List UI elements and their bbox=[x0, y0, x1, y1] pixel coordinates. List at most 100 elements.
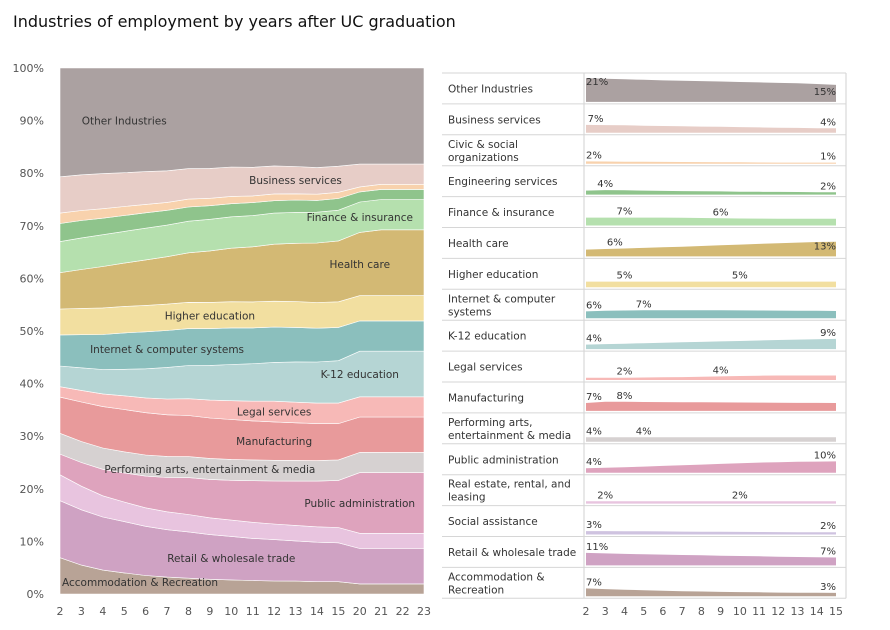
x-tick-label: 8 bbox=[698, 605, 705, 618]
mini-value-label: 4% bbox=[586, 457, 602, 468]
x-tick-label: 13 bbox=[289, 605, 303, 618]
mini-value-label: 15% bbox=[814, 87, 836, 98]
mini-value-label: 13% bbox=[814, 242, 836, 253]
band-label-finance-insurance: Finance & insurance bbox=[307, 212, 413, 224]
band-label-other-industries: Other Industries bbox=[82, 115, 167, 127]
row-label-civic-social-organizations: Civic & social bbox=[448, 139, 518, 151]
mini-area-k-12-education bbox=[586, 338, 836, 350]
mini-area-engineering-services bbox=[586, 190, 836, 195]
x-tick-label: 10 bbox=[224, 605, 238, 618]
x-tick-label: 23 bbox=[417, 605, 431, 618]
mini-value-label: 4% bbox=[713, 365, 729, 376]
area-band-other-industries bbox=[59, 67, 425, 178]
row-label-retail-wholesale-trade: Retail & wholesale trade bbox=[448, 547, 576, 559]
mini-value-label: 7% bbox=[586, 577, 602, 588]
row-label-public-administration: Public administration bbox=[448, 454, 559, 466]
row-label-real-estate-rental-and-leasing: Real estate, rental, and bbox=[448, 479, 571, 491]
x-tick-label: 4 bbox=[621, 605, 628, 618]
mini-value-label: 2% bbox=[820, 521, 836, 532]
mini-value-label: 2% bbox=[597, 490, 613, 501]
mini-value-label: 11% bbox=[586, 542, 608, 553]
x-tick-label: 20 bbox=[353, 605, 367, 618]
x-tick-label: 8 bbox=[185, 605, 192, 618]
x-tick-label: 4 bbox=[99, 605, 106, 618]
mini-area-real-estate-rental-and-leasing bbox=[586, 501, 836, 504]
mini-area-manufacturing bbox=[586, 401, 836, 411]
x-tick-label: 15 bbox=[331, 605, 345, 618]
row-label-performing-arts-entertainment-media: entertainment & media bbox=[448, 430, 571, 442]
y-tick-label: 30% bbox=[20, 430, 44, 443]
mini-value-label: 7% bbox=[588, 114, 604, 125]
row-label-finance-insurance: Finance & insurance bbox=[448, 207, 554, 219]
row-label-legal-services: Legal services bbox=[448, 362, 523, 374]
mini-area-legal-services bbox=[586, 375, 836, 380]
mini-area-public-administration bbox=[586, 461, 836, 473]
mini-value-label: 2% bbox=[732, 490, 748, 501]
x-tick-label: 10 bbox=[733, 605, 747, 618]
mini-value-label: 10% bbox=[814, 450, 836, 461]
row-label-real-estate-rental-and-leasing: leasing bbox=[448, 492, 486, 504]
x-tick-label: 7 bbox=[164, 605, 171, 618]
row-label-health-care: Health care bbox=[448, 238, 509, 250]
x-tick-label: 21 bbox=[374, 605, 388, 618]
row-label-k-12-education: K-12 education bbox=[448, 331, 526, 343]
x-tick-label: 9 bbox=[717, 605, 724, 618]
y-tick-label: 40% bbox=[20, 378, 44, 391]
x-tick-label: 12 bbox=[771, 605, 785, 618]
row-label-social-assistance: Social assistance bbox=[448, 516, 538, 528]
row-label-business-services: Business services bbox=[448, 114, 541, 126]
mini-area-social-assistance bbox=[586, 531, 836, 535]
mini-value-label: 3% bbox=[820, 582, 836, 593]
mini-area-retail-wholesale-trade bbox=[586, 552, 836, 566]
band-label-k-12-education: K-12 education bbox=[321, 369, 399, 381]
x-tick-label: 9 bbox=[206, 605, 213, 618]
row-label-accommodation-recreation: Recreation bbox=[448, 584, 504, 596]
mini-value-label: 4% bbox=[586, 426, 602, 437]
chart-title: Industries of employment by years after … bbox=[13, 12, 456, 31]
band-label-accommodation-recreation: Accommodation & Recreation bbox=[62, 577, 218, 589]
band-label-business-services: Business services bbox=[249, 175, 342, 187]
small-multiples-chart: Other Industries 2 1% 15% Business services 7… bbox=[442, 72, 847, 618]
row-label-civic-social-organizations: organizations bbox=[448, 152, 519, 164]
band-label-performing-arts-entertainment-media: Performing arts, entertainment & media bbox=[104, 464, 315, 476]
mini-value-label: 7% bbox=[586, 392, 602, 403]
row-label-internet-computer-systems: Internet & computer bbox=[448, 293, 556, 305]
row-label-engineering-services: Engineering services bbox=[448, 176, 557, 188]
mini-area-performing-arts-entertainment-media bbox=[586, 437, 836, 442]
row-label-other-industries: Other Industries bbox=[448, 83, 533, 95]
mini-value-label: 6% bbox=[713, 207, 729, 218]
x-tick-label: 22 bbox=[396, 605, 410, 618]
band-label-higher-education: Higher education bbox=[165, 310, 255, 322]
mini-value-label: 5% bbox=[732, 271, 748, 282]
mini-value-label: 6% bbox=[586, 300, 602, 311]
x-tick-label: 12 bbox=[267, 605, 281, 618]
band-label-manufacturing: Manufacturing bbox=[236, 436, 312, 448]
x-tick-label: 6 bbox=[659, 605, 666, 618]
x-tick-label: 7 bbox=[679, 605, 686, 618]
mini-area-civic-social-organizations bbox=[586, 161, 836, 164]
y-tick-label: 20% bbox=[20, 483, 44, 496]
y-tick-label: 80% bbox=[20, 167, 44, 180]
x-tick-label: 13 bbox=[791, 605, 805, 618]
y-tick-label: 100% bbox=[13, 62, 44, 75]
mini-area-other-industries bbox=[586, 78, 836, 102]
band-label-legal-services: Legal services bbox=[237, 407, 312, 419]
x-tick-label: 3 bbox=[78, 605, 85, 618]
band-label-retail-wholesale-trade: Retail & wholesale trade bbox=[167, 553, 295, 565]
x-tick-label: 5 bbox=[640, 605, 647, 618]
mini-area-health-care bbox=[586, 241, 836, 257]
mini-value-label: 2% bbox=[617, 367, 633, 378]
band-label-health-care: Health care bbox=[329, 259, 390, 271]
mini-value-label: 8% bbox=[617, 391, 633, 402]
row-label-accommodation-recreation: Accommodation & bbox=[448, 571, 545, 583]
mini-value-label: 4% bbox=[597, 179, 613, 190]
mini-value-label: 7% bbox=[820, 546, 836, 557]
band-label-public-administration: Public administration bbox=[304, 498, 415, 510]
x-tick-label: 6 bbox=[142, 605, 149, 618]
mini-area-higher-education bbox=[586, 281, 836, 288]
x-tick-label: 2 bbox=[57, 605, 64, 618]
mini-value-label: 2% bbox=[820, 181, 836, 192]
mini-value-label: 1% bbox=[820, 152, 836, 163]
x-tick-label: 2 bbox=[583, 605, 590, 618]
